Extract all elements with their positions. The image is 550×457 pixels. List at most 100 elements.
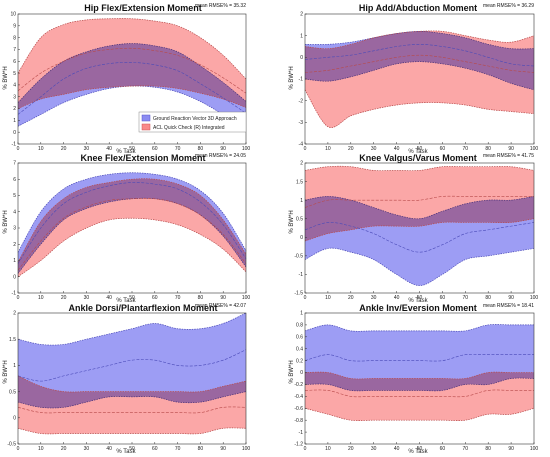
- y-tick-label: 1: [13, 118, 16, 124]
- x-tick-label: 90: [220, 446, 226, 452]
- x-tick-label: 20: [348, 446, 354, 452]
- band-lower-edge-pink: [304, 89, 535, 128]
- band-blue: [18, 313, 246, 408]
- y-tick-label: 6: [13, 177, 16, 183]
- y-tick-label: 10: [10, 12, 16, 18]
- band-lower-edge-pink: [17, 85, 247, 109]
- y-tick-label: -1.5: [294, 291, 303, 297]
- x-tick-label: 40: [106, 446, 112, 452]
- x-tick-label: 80: [198, 146, 204, 152]
- y-tick-label: 0: [300, 55, 303, 61]
- y-tick-label: 0: [13, 416, 16, 422]
- mean-line-blue: [304, 353, 534, 362]
- x-tick-label: 100: [530, 446, 539, 452]
- x-tick-label: 100: [530, 146, 539, 152]
- y-tick-label: 4: [13, 209, 16, 215]
- mean-line-pink: [17, 47, 247, 94]
- y-tick-label: 0: [300, 235, 303, 241]
- mean-line-blue: [17, 62, 247, 115]
- y-tick-label: -0.5: [294, 254, 303, 260]
- y-tick-label: -1: [12, 142, 17, 148]
- x-tick-label: 80: [485, 446, 491, 452]
- x-tick-label: 90: [508, 295, 514, 301]
- x-axis-label: % Task: [116, 449, 136, 455]
- x-axis-label: % Task: [116, 298, 136, 304]
- y-tick-label: 1.5: [296, 179, 303, 185]
- x-tick-label: 100: [242, 146, 251, 152]
- x-tick-label: 20: [348, 295, 354, 301]
- x-tick-label: 10: [38, 295, 44, 301]
- x-tick-label: 10: [325, 446, 331, 452]
- x-tick-label: 100: [242, 295, 251, 301]
- y-tick-label: 2: [13, 242, 16, 248]
- x-tick-label: 40: [106, 295, 112, 301]
- y-tick-label: 8: [13, 35, 16, 41]
- x-tick-label: 60: [152, 146, 158, 152]
- x-tick-label: 20: [61, 295, 67, 301]
- band-upper-edge-pink: [304, 30, 535, 50]
- y-tick-label: 3: [13, 94, 16, 100]
- x-tick-label: 60: [152, 446, 158, 452]
- band-lower-edge-pink: [304, 218, 535, 242]
- y-tick-label: 2: [13, 106, 16, 112]
- x-tick-label: 60: [440, 146, 446, 152]
- rmse-annotation: mean RMSE% = 36.29: [483, 3, 534, 9]
- y-tick-label: -2: [299, 98, 304, 104]
- band-pink: [18, 18, 246, 109]
- x-tick-label: 90: [220, 146, 226, 152]
- x-tick-label: 70: [463, 146, 469, 152]
- x-tick-label: 10: [38, 446, 44, 452]
- y-axis-label: % BW*H: [289, 360, 295, 383]
- x-tick-label: 60: [440, 446, 446, 452]
- y-tick-label: -1: [12, 291, 17, 297]
- y-tick-label: 7: [13, 47, 16, 53]
- legend-label-blue: Ground Reaction Vector 3D Approach: [153, 116, 237, 122]
- y-tick-label: -1: [299, 77, 304, 83]
- rmse-annotation: mean RMSE% = 35.32: [195, 3, 246, 9]
- band-upper-edge-pink: [17, 18, 247, 80]
- y-tick-label: 3: [13, 226, 16, 232]
- x-tick-label: 10: [325, 295, 331, 301]
- x-tick-label: 50: [417, 295, 423, 301]
- x-tick-label: 20: [348, 146, 354, 152]
- x-tick-label: 100: [242, 446, 251, 452]
- y-tick-label: -0.4: [294, 394, 303, 400]
- y-tick-label: 0: [13, 130, 16, 136]
- x-tick-label: 40: [394, 446, 400, 452]
- y-axis-label: % BW*H: [3, 66, 9, 89]
- x-tick-label: 100: [530, 295, 539, 301]
- x-tick-label: 30: [371, 146, 377, 152]
- rmse-annotation: mean RMSE% = 42.07: [195, 303, 246, 309]
- x-tick-label: 70: [175, 146, 181, 152]
- panel-knee-valgus-varus: Knee Valgus/Varus Moment mean RMSE% = 41…: [289, 153, 538, 304]
- x-tick-label: 90: [508, 446, 514, 452]
- x-tick-label: 20: [61, 146, 67, 152]
- panel-ankle-dorsi-plantarflexion: Ankle Dorsi/Plantarflexion Moment mean R…: [3, 303, 250, 455]
- y-tick-label: 1: [300, 311, 303, 317]
- band-lower-edge-blue: [304, 247, 535, 286]
- x-tick-label: 10: [325, 146, 331, 152]
- y-tick-label: -0.2: [294, 382, 303, 388]
- panel-title: Ankle Dorsi/Plantarflexion Moment: [68, 303, 217, 313]
- y-tick-label: -1.2: [294, 442, 303, 448]
- y-tick-label: 0.4: [296, 346, 303, 352]
- y-tick-label: 0.8: [296, 323, 303, 329]
- y-tick-label: 0.6: [296, 335, 303, 341]
- legend-swatch-pink: [141, 123, 151, 131]
- x-tick-label: 70: [463, 295, 469, 301]
- x-tick-label: 0: [304, 446, 307, 452]
- x-tick-label: 50: [129, 295, 135, 301]
- y-tick-label: 1: [13, 363, 16, 369]
- band-upper-edge-blue: [17, 312, 247, 346]
- band-upper-edge-blue: [304, 324, 534, 332]
- mean-line-pink: [17, 406, 247, 414]
- y-tick-label: 1: [13, 258, 16, 264]
- panel-title: Hip Flex/Extension Moment: [84, 3, 202, 13]
- y-tick-label: 2: [300, 161, 303, 167]
- plot-area: 0 10 20 30 40 50 60 70 80 90 100 -1.5 -1 -0.5 0 0.5 1 1.5…: [294, 161, 538, 301]
- rmse-annotation: mean RMSE% = 24.05: [195, 153, 246, 159]
- x-tick-label: 30: [84, 146, 90, 152]
- y-tick-label: -1: [299, 272, 304, 278]
